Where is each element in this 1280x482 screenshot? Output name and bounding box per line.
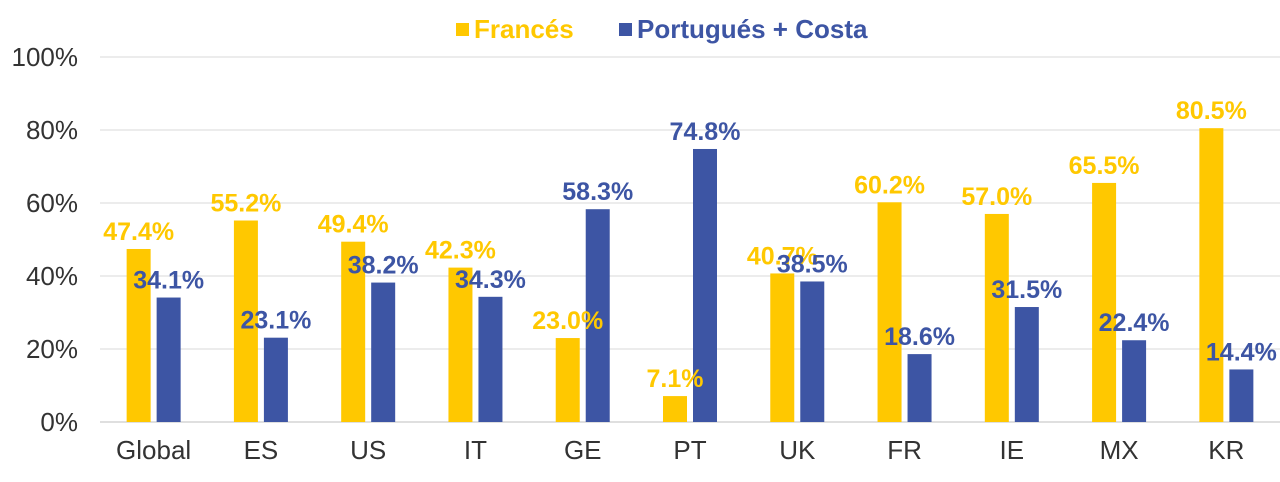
legend-label-portugues-costa: Portugués + Costa xyxy=(637,14,868,44)
bar-portugues-costa-es xyxy=(263,337,288,422)
data-label: 58.3% xyxy=(562,178,633,206)
bar-frances-fr xyxy=(877,202,902,422)
data-label: 47.4% xyxy=(103,218,174,246)
x-tick-label: US xyxy=(350,435,386,465)
bar-frances-kr xyxy=(1199,128,1224,423)
bars xyxy=(126,128,1254,423)
bar-portugues-costa-pt xyxy=(693,148,717,423)
x-tick-label: Global xyxy=(116,435,191,465)
x-tick-label: UK xyxy=(779,435,816,465)
x-tick-label: ES xyxy=(244,435,279,465)
data-label: 7.1% xyxy=(647,365,704,393)
data-label: 40.7% xyxy=(747,242,818,270)
x-tick-label: FR xyxy=(887,435,922,465)
data-label: 42.3% xyxy=(425,237,496,265)
bar-portugues-costa-it xyxy=(478,296,503,422)
bar-frances-pt xyxy=(663,396,687,422)
bar-frances-us xyxy=(341,241,366,422)
bar-frances-es xyxy=(233,220,258,422)
bar-portugues-costa-mx xyxy=(1122,340,1147,422)
y-tick-label: 100% xyxy=(12,42,79,72)
data-label: 23.1% xyxy=(240,307,311,335)
data-label: 23.0% xyxy=(532,307,603,335)
bar-portugues-costa-ie xyxy=(1014,307,1039,422)
y-tick-label: 40% xyxy=(26,261,78,291)
bar-portugues-costa-ge xyxy=(585,209,610,422)
data-label: 60.2% xyxy=(854,171,925,199)
data-label: 55.2% xyxy=(210,190,281,218)
data-label: 18.6% xyxy=(884,323,955,351)
bar-frances-it xyxy=(448,267,473,422)
x-tick-label: MX xyxy=(1100,435,1139,465)
bar-portugues-costa-kr xyxy=(1229,369,1254,422)
data-label: 31.5% xyxy=(991,276,1062,304)
data-label: 80.5% xyxy=(1176,97,1247,125)
bar-portugues-costa-fr xyxy=(907,354,932,422)
y-tick-label: 0% xyxy=(40,407,78,437)
data-labels: 47.4% 34.1% 55.2% 23.1% 49.4% 38.2%42.3%34.3%… xyxy=(103,97,1277,393)
data-label: 34.3% xyxy=(455,266,526,294)
x-tick-label: IE xyxy=(1000,435,1025,465)
data-label: 38.2% xyxy=(348,252,419,280)
data-label: 57.0% xyxy=(961,183,1032,211)
bar-frances-ie xyxy=(984,213,1009,422)
data-label: 34.1% xyxy=(133,267,204,295)
bar-frances-uk xyxy=(770,273,795,422)
data-label: 22.4% xyxy=(1099,309,1170,337)
bar-portugues-costa-global xyxy=(156,297,181,422)
data-label: 65.5% xyxy=(1069,152,1140,180)
data-label: 38.5% xyxy=(777,250,848,278)
legend-swatch-portugues-costa xyxy=(619,23,632,36)
y-tick-label: 80% xyxy=(26,115,78,145)
y-axis: 0% 20% 40% 60% 80% 100% xyxy=(12,42,79,437)
x-tick-label: KR xyxy=(1208,435,1244,465)
data-label: 49.4% xyxy=(318,211,389,239)
bar-frances-ge xyxy=(555,338,580,422)
legend: Francés Portugués + Costa xyxy=(456,14,868,44)
legend-label-frances: Francés xyxy=(474,14,574,44)
y-tick-label: 20% xyxy=(26,334,78,364)
bar-portugues-costa-uk xyxy=(800,281,825,422)
gridlines xyxy=(100,56,1280,423)
data-label: 74.8% xyxy=(670,118,741,146)
x-tick-label: GE xyxy=(564,435,602,465)
x-tick-label: PT xyxy=(673,435,706,465)
bar-frances-mx xyxy=(1092,182,1117,422)
bar-portugues-costa-us xyxy=(371,282,396,422)
x-tick-label: IT xyxy=(464,435,487,465)
data-label: 14.4% xyxy=(1206,338,1277,366)
legend-swatch-frances xyxy=(456,23,469,36)
y-tick-label: 60% xyxy=(26,188,78,218)
x-axis: Global ES US IT GE PT UK FR IE MX KR xyxy=(116,435,1244,465)
bar-frances-global xyxy=(126,248,151,422)
